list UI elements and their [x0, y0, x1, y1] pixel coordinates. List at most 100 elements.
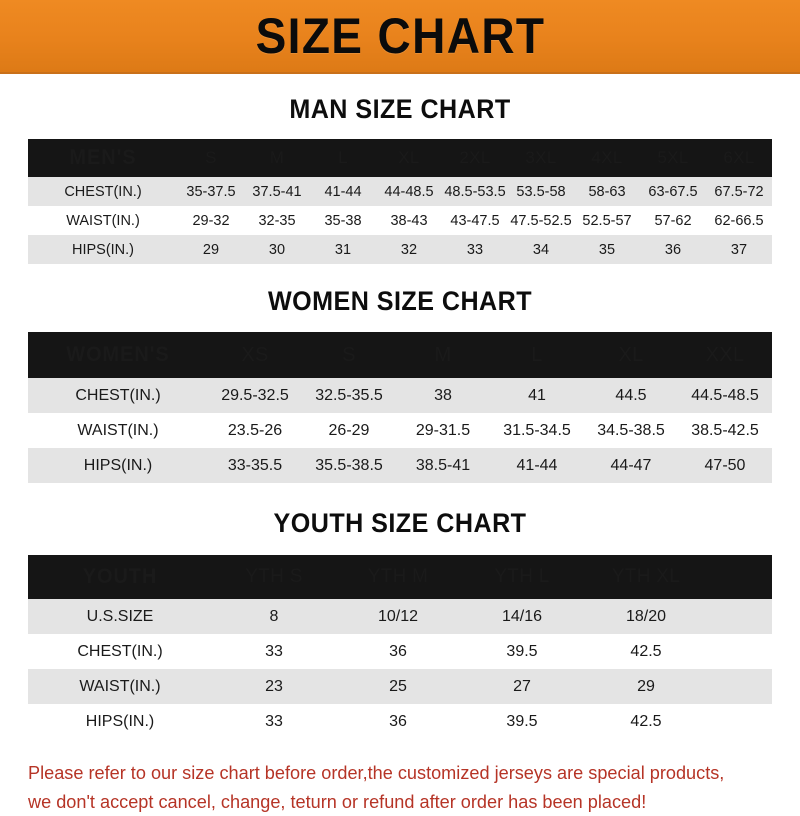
man-col-2: L	[338, 148, 348, 167]
youth-section-title: YOUTH SIZE CHART	[273, 508, 527, 538]
order-policy-note: Please refer to our size chart before or…	[28, 759, 757, 816]
youth-col-3: YTH XL	[611, 566, 681, 587]
youth-cell-3-0: 33	[265, 712, 283, 730]
youth-row-3-label: HIPS(IN.)	[85, 712, 155, 730]
table-row: HIPS(IN.) 33-35.5 35.5-38.5 38.5-41 41-4…	[28, 448, 772, 483]
table-row: U.S.SIZE 8 10/12 14/16 18/20	[28, 599, 772, 634]
man-row-2-label: HIPS(IN.)	[71, 241, 135, 258]
youth-cell-0-1: 10/12	[377, 607, 419, 625]
women-cell-2-1: 35.5-38.5	[315, 456, 383, 474]
man-col-0: S	[205, 148, 217, 167]
man-cell-1-8: 62-66.5	[714, 212, 764, 229]
order-policy-note-line1: Please refer to our size chart before or…	[28, 762, 725, 783]
women-cell-1-5: 38.5-42.5	[691, 421, 759, 439]
youth-table-body: U.S.SIZE 8 10/12 14/16 18/20 CHEST(IN.) …	[28, 599, 772, 739]
man-row-1-label: WAIST(IN.)	[66, 212, 140, 229]
man-col-5: 3XL	[525, 148, 557, 167]
women-col-5: XXL	[705, 343, 745, 366]
man-cell-0-0: 35-37.5	[186, 183, 236, 200]
youth-size-table: YOUTH YTH S YTH M YTH L YTH XL U.S.SIZE …	[28, 555, 772, 739]
youth-col-1: YTH M	[367, 566, 429, 587]
man-table-body: CHEST(IN.) 35-37.5 37.5-41 41-44 44-48.5…	[28, 177, 772, 264]
women-cell-2-4: 44-47	[610, 456, 652, 474]
youth-cell-3-spacer	[708, 704, 772, 739]
man-cell-1-6: 52.5-57	[582, 212, 632, 229]
women-section-title: WOMEN SIZE CHART	[267, 286, 533, 316]
youth-cell-0-0: 8	[269, 607, 279, 625]
man-cell-1-4: 43-47.5	[450, 212, 500, 229]
women-cell-2-2: 38.5-41	[415, 456, 471, 474]
man-cell-0-4: 48.5-53.5	[444, 183, 506, 200]
youth-cell-0-spacer	[708, 599, 772, 634]
youth-cell-2-2: 27	[513, 677, 531, 695]
man-cell-2-7: 36	[664, 241, 682, 258]
women-corner-label: WOMEN'S	[66, 343, 170, 366]
women-cell-2-5: 47-50	[704, 456, 746, 474]
page-title: SIZE CHART	[255, 8, 545, 64]
man-section-title: MAN SIZE CHART	[289, 94, 511, 124]
women-cell-0-0: 29.5-32.5	[221, 386, 289, 404]
youth-cell-1-3: 42.5	[630, 642, 662, 660]
youth-table-header: YOUTH YTH S YTH M YTH L YTH XL	[28, 555, 772, 599]
table-row: WAIST(IN.) 23 25 27 29	[28, 669, 772, 704]
man-cell-1-1: 32-35	[258, 212, 296, 229]
man-col-8: 6XL	[723, 148, 755, 167]
order-policy-note-line2: we don't accept cancel, change, teturn o…	[28, 790, 647, 812]
man-cell-0-5: 53.5-58	[516, 183, 566, 200]
youth-cell-1-0: 33	[265, 642, 283, 660]
table-row: WAIST(IN.) 23.5-26 26-29 29-31.5 31.5-34…	[28, 413, 772, 448]
women-cell-0-4: 44.5	[615, 386, 647, 404]
man-cell-2-3: 32	[400, 241, 418, 258]
man-cell-1-7: 57-62	[654, 212, 692, 229]
women-table-body: CHEST(IN.) 29.5-32.5 32.5-35.5 38 41 44.…	[28, 378, 772, 483]
women-cell-0-1: 32.5-35.5	[315, 386, 383, 404]
table-header-row: YOUTH YTH S YTH M YTH L YTH XL	[28, 555, 772, 599]
women-cell-1-3: 31.5-34.5	[503, 421, 571, 439]
women-col-0: XS	[241, 343, 269, 366]
youth-section: YOUTH SIZE CHART YOUTH YTH S YTH M YTH L…	[0, 510, 800, 739]
youth-cell-2-1: 25	[389, 677, 407, 695]
table-row: CHEST(IN.) 33 36 39.5 42.5	[28, 634, 772, 669]
table-header-row: WOMEN'S XS S M L XL XXL	[28, 332, 772, 378]
women-row-1-label: WAIST(IN.)	[77, 421, 159, 439]
women-col-4: XL	[618, 343, 644, 366]
youth-row-0-label: U.S.SIZE	[86, 607, 154, 625]
women-cell-0-5: 44.5-48.5	[691, 386, 759, 404]
women-section: WOMEN SIZE CHART WOMEN'S XS S M L XL XXL…	[0, 288, 800, 483]
table-header-row: MEN'S S M L XL 2XL 3XL 4XL 5XL 6XL	[28, 139, 772, 177]
man-cell-2-6: 35	[598, 241, 616, 258]
youth-cell-3-3: 42.5	[630, 712, 662, 730]
man-cell-2-0: 29	[202, 241, 220, 258]
table-row: HIPS(IN.) 33 36 39.5 42.5	[28, 704, 772, 739]
women-col-3: L	[531, 343, 543, 366]
youth-cell-2-0: 23	[265, 677, 283, 695]
man-size-table: MEN'S S M L XL 2XL 3XL 4XL 5XL 6XL CHEST…	[28, 139, 772, 264]
women-size-table: WOMEN'S XS S M L XL XXL CHEST(IN.) 29.5-…	[28, 332, 772, 483]
man-cell-2-5: 34	[532, 241, 550, 258]
women-row-0-label: CHEST(IN.)	[75, 386, 161, 404]
table-row: CHEST(IN.) 35-37.5 37.5-41 41-44 44-48.5…	[28, 177, 772, 206]
women-cell-2-3: 41-44	[516, 456, 558, 474]
women-cell-0-3: 41	[528, 386, 546, 404]
women-cell-1-4: 34.5-38.5	[597, 421, 665, 439]
man-col-3: XL	[398, 148, 420, 167]
man-cell-2-2: 31	[334, 241, 352, 258]
women-col-2: M	[434, 343, 452, 366]
women-cell-1-1: 26-29	[328, 421, 370, 439]
man-cell-2-1: 30	[268, 241, 286, 258]
man-col-1: M	[269, 148, 285, 167]
man-cell-0-8: 67.5-72	[714, 183, 764, 200]
women-col-1: S	[342, 343, 356, 366]
man-corner-label: MEN'S	[69, 146, 137, 169]
man-cell-0-6: 58-63	[588, 183, 626, 200]
man-table-header: MEN'S S M L XL 2XL 3XL 4XL 5XL 6XL	[28, 139, 772, 177]
youth-cell-1-1: 36	[389, 642, 407, 660]
man-cell-1-5: 47.5-52.5	[510, 212, 572, 229]
man-cell-2-4: 33	[466, 241, 484, 258]
man-cell-1-3: 38-43	[390, 212, 428, 229]
youth-cell-1-spacer	[708, 634, 772, 669]
youth-cell-3-2: 39.5	[506, 712, 538, 730]
man-cell-0-7: 63-67.5	[648, 183, 698, 200]
table-row: HIPS(IN.) 29 30 31 32 33 34 35 36 37	[28, 235, 772, 264]
man-row-0-label: CHEST(IN.)	[64, 183, 142, 200]
